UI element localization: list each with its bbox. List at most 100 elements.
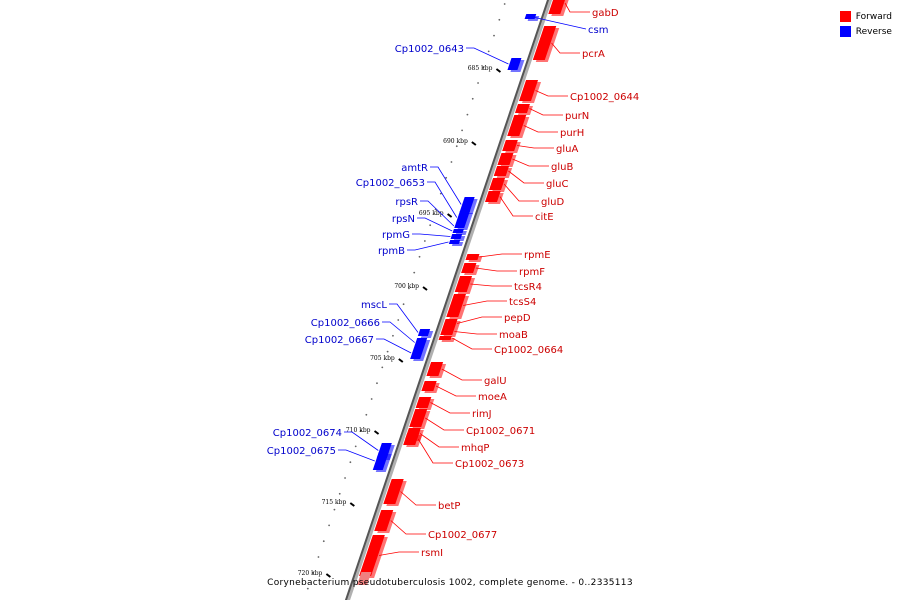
gene-tcss4-label: tcsS4 bbox=[509, 297, 536, 308]
tick-mark bbox=[495, 68, 502, 73]
gene-cp1002-0664-label: Cp1002_0664 bbox=[494, 345, 563, 356]
gene-purh bbox=[507, 115, 530, 138]
strand-legend: Forward Reverse bbox=[839, 9, 892, 39]
minor-tick-dot bbox=[423, 240, 426, 242]
gene-csm bbox=[524, 14, 540, 21]
legend-label-reverse: Reverse bbox=[855, 26, 892, 37]
gene-rpsn-body bbox=[452, 229, 464, 233]
gene-cp1002-0667-leader bbox=[376, 338, 412, 354]
gene-cp1002-0673-leader bbox=[417, 438, 453, 464]
minor-tick-dot bbox=[360, 429, 362, 432]
gene-amtr-body bbox=[459, 197, 475, 212]
gene-cp1002-0643 bbox=[507, 58, 525, 72]
gene-cp1002-0644-leader bbox=[535, 90, 568, 97]
gene-purn-leader bbox=[529, 108, 563, 116]
minor-tick-dot bbox=[392, 334, 394, 337]
gene-betp bbox=[383, 479, 407, 506]
gene-cp1002-0643-leader bbox=[466, 47, 509, 65]
gene-tcsr4-label: tcsR4 bbox=[514, 282, 542, 293]
gene-csm-label: csm bbox=[588, 25, 608, 36]
gene-cp1002-0675-label: Cp1002_0675 bbox=[267, 446, 336, 457]
minor-tick-dot bbox=[503, 3, 506, 5]
minor-tick-dot bbox=[397, 319, 400, 321]
gene-tcsr4-body bbox=[454, 276, 473, 292]
genome-backbone bbox=[344, 0, 553, 600]
tick-label: 720 kbp bbox=[298, 570, 323, 577]
kbp-ticks: 685 kbp 690 kbp 695 kbp 700 kbp 705 kbp 710 k… bbox=[298, 65, 502, 578]
gene-gluc-body bbox=[493, 166, 510, 176]
gene-rpsn bbox=[452, 229, 467, 235]
gene-rpsn-leader bbox=[417, 217, 453, 232]
gene-gluc-leader bbox=[508, 170, 544, 184]
gene-features bbox=[357, 0, 569, 585]
gene-rpmg-body bbox=[450, 234, 463, 239]
gene-pepd-leader bbox=[456, 316, 502, 324]
tick-mark bbox=[373, 430, 380, 435]
gene-cp1002-0671-leader bbox=[425, 417, 464, 431]
minor-tick-dot bbox=[344, 477, 346, 479]
gene-mscl bbox=[417, 329, 434, 338]
gene-cp1002-0674-label: Cp1002_0674 bbox=[273, 428, 342, 439]
gene-glua bbox=[502, 140, 521, 153]
gene-pepd bbox=[442, 319, 461, 330]
gene-cp1002-0653-leader bbox=[427, 181, 458, 218]
genome-caption: Corynebacterium pseudotuberculosis 1002,… bbox=[267, 578, 633, 588]
gene-cp1002-0677 bbox=[374, 510, 397, 533]
gene-pcra-body bbox=[532, 26, 557, 60]
gene-cp1002-0677-body bbox=[374, 510, 394, 531]
tick-mark bbox=[422, 286, 428, 291]
gene-mscl-leader bbox=[389, 303, 419, 333]
gene-cp1002-0644 bbox=[518, 80, 542, 103]
gene-moab bbox=[440, 328, 458, 337]
label-leader-lines bbox=[338, 2, 590, 556]
minor-tick-dot bbox=[328, 524, 330, 527]
gene-cp1002-0675-leader bbox=[338, 449, 375, 462]
minor-tick-dot bbox=[333, 508, 336, 511]
gene-purh-body bbox=[507, 115, 527, 136]
gene-glub-body bbox=[497, 153, 514, 165]
gene-cp1002-0664-leader bbox=[452, 337, 492, 350]
gene-glub-label: gluB bbox=[551, 162, 573, 173]
tick-label: 690 kbp bbox=[443, 138, 468, 145]
minor-tick-dot bbox=[306, 587, 309, 590]
gene-cp1002-0643-body bbox=[507, 58, 522, 70]
gene-rpmb bbox=[448, 240, 464, 246]
gene-tcss4 bbox=[446, 294, 470, 319]
tick-label: 695 kbp bbox=[419, 210, 444, 217]
gene-cite-label: citE bbox=[535, 212, 554, 223]
gene-gabd bbox=[548, 0, 569, 16]
gene-purn bbox=[514, 104, 533, 115]
gene-moab-label: moaB bbox=[499, 330, 528, 341]
gene-moab-leader bbox=[454, 331, 497, 335]
minor-tick-dot bbox=[322, 540, 325, 543]
gene-rpmf-label: rpmF bbox=[519, 267, 545, 278]
tick-mark bbox=[398, 358, 404, 363]
minor-tick-dot bbox=[365, 413, 368, 416]
gene-cp1002-0653-label: Cp1002_0653 bbox=[356, 178, 425, 189]
minor-tick-dot bbox=[402, 303, 405, 306]
gene-rimj bbox=[415, 397, 435, 410]
gene-betp-leader bbox=[400, 491, 436, 506]
gene-rpmb-leader bbox=[407, 241, 449, 251]
gene-cp1002-0667-label: Cp1002_0667 bbox=[305, 335, 374, 346]
gene-gabd-body bbox=[548, 0, 565, 14]
minor-tick-dot bbox=[466, 113, 469, 116]
minor-tick-dot bbox=[407, 287, 410, 290]
gene-cp1002-0666 bbox=[414, 338, 431, 349]
gene-cp1002-0675 bbox=[372, 452, 392, 472]
gene-glua-leader bbox=[516, 145, 554, 149]
legend-item-forward: Forward bbox=[839, 9, 892, 24]
minor-tick-dot bbox=[439, 192, 442, 195]
gene-moea bbox=[421, 381, 440, 393]
gene-rpsr-leader bbox=[420, 200, 455, 227]
gene-pepd-label: pepD bbox=[504, 313, 531, 324]
gene-betp-label: betP bbox=[438, 501, 460, 512]
minor-tick-dot bbox=[413, 271, 416, 274]
minor-tick-dot bbox=[487, 50, 490, 53]
gene-moea-body bbox=[421, 381, 437, 391]
minor-tick-dot bbox=[338, 492, 341, 495]
gene-cp1002-0666-leader bbox=[382, 321, 415, 343]
gene-amtr-leader bbox=[430, 166, 462, 205]
gene-rsmi-leader bbox=[378, 551, 419, 556]
